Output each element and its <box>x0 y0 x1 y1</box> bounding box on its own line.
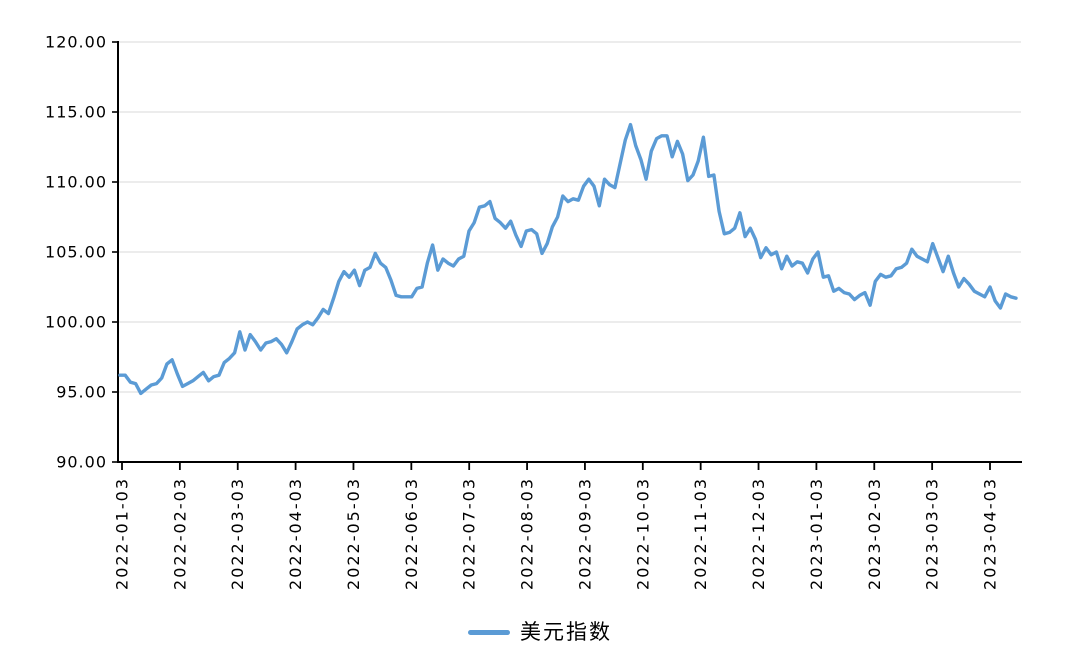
y-axis-tick-label: 120.00 <box>45 33 107 52</box>
y-axis-tick-label: 95.00 <box>56 383 107 402</box>
x-axis-tick-label: 2023-01-03 <box>807 477 826 590</box>
x-axis-tick-label: 2022-06-03 <box>402 477 421 590</box>
x-axis-tick-label: 2022-01-03 <box>113 477 132 590</box>
x-axis-tick-label: 2022-07-03 <box>460 477 479 590</box>
x-axis-tick-label: 2022-12-03 <box>749 477 768 590</box>
x-axis-tick-label: 2022-03-03 <box>228 477 247 590</box>
x-axis-tick-label: 2023-04-03 <box>981 477 1000 590</box>
x-axis-tick-label: 2022-05-03 <box>344 477 363 590</box>
series-line-usd-index[interactable] <box>118 122 1018 396</box>
y-axis-tick-label: 105.00 <box>45 243 107 262</box>
x-axis-tick-label: 2022-02-03 <box>170 477 189 590</box>
x-axis-tick-label: 2023-02-03 <box>865 477 884 590</box>
x-axis-tick-label: 2023-03-03 <box>923 477 942 590</box>
x-axis-tick-label: 2022-09-03 <box>575 477 594 590</box>
x-axis-tick-label: 2022-10-03 <box>633 477 652 590</box>
x-axis-tick-label: 2022-11-03 <box>691 477 710 590</box>
x-axis-tick-label: 2022-08-03 <box>518 477 537 590</box>
x-axis-tick-label: 2022-04-03 <box>286 477 305 590</box>
legend-line-swatch <box>468 629 510 635</box>
y-axis-tick-label: 90.00 <box>56 453 107 472</box>
y-axis-tick-label: 100.00 <box>45 313 107 332</box>
legend-label: 美元指数 <box>520 619 612 644</box>
y-axis-tick-label: 115.00 <box>45 103 107 122</box>
chart-legend[interactable]: 美元指数 <box>0 617 1080 647</box>
y-axis-tick-label: 110.00 <box>45 173 107 192</box>
